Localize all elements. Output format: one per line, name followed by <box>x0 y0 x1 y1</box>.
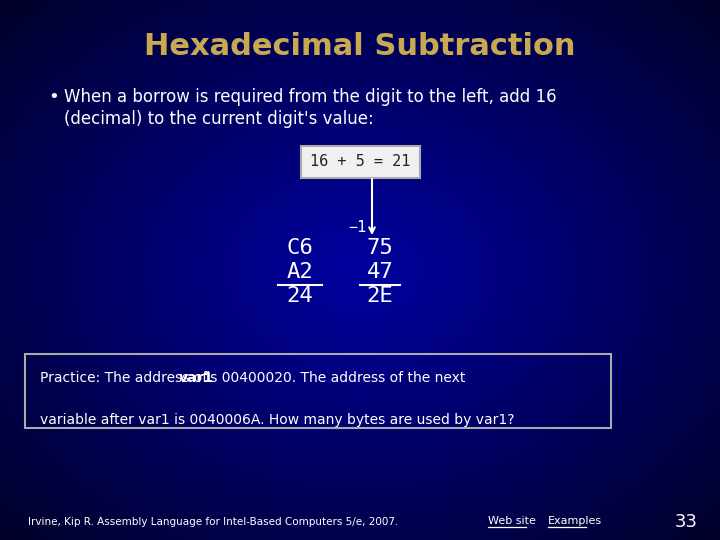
Text: Irvine, Kip R. Assembly Language for Intel-Based Computers 5/e, 2007.: Irvine, Kip R. Assembly Language for Int… <box>28 517 398 527</box>
Text: var1: var1 <box>179 371 214 385</box>
Text: is 00400020. The address of the next: is 00400020. The address of the next <box>202 371 465 385</box>
Text: A2: A2 <box>287 262 313 282</box>
Text: (decimal) to the current digit's value:: (decimal) to the current digit's value: <box>64 110 374 128</box>
Text: Practice: The address of: Practice: The address of <box>40 371 212 385</box>
Text: Web site: Web site <box>488 516 536 526</box>
Text: 33: 33 <box>675 513 698 531</box>
Text: 16 + 5 = 21: 16 + 5 = 21 <box>310 154 410 170</box>
Text: Hexadecimal Subtraction: Hexadecimal Subtraction <box>144 32 576 61</box>
Text: C6: C6 <box>287 238 313 258</box>
Text: •: • <box>48 88 59 106</box>
Text: Examples: Examples <box>548 516 602 526</box>
Text: 75: 75 <box>366 238 393 258</box>
FancyBboxPatch shape <box>300 146 420 178</box>
Text: 47: 47 <box>366 262 393 282</box>
Text: variable after var1 is 0040006A. How many bytes are used by var1?: variable after var1 is 0040006A. How man… <box>40 413 515 427</box>
Text: When a borrow is required from the digit to the left, add 16: When a borrow is required from the digit… <box>64 88 557 106</box>
Text: 2E: 2E <box>366 286 393 306</box>
Text: 24: 24 <box>287 286 313 306</box>
Text: −1: −1 <box>348 220 367 235</box>
